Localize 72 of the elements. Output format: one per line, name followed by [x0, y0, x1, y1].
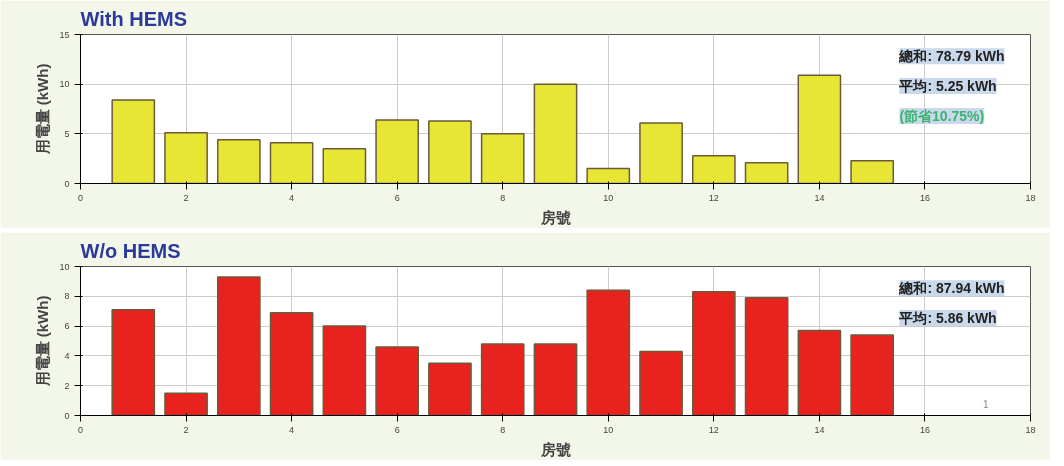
- x-axis-title: 房號: [539, 208, 571, 226]
- bar: [375, 119, 420, 184]
- bar: [111, 308, 156, 416]
- annotation: 1: [983, 399, 989, 411]
- y-tick-label: 10: [59, 79, 70, 90]
- y-tick-label: 10: [59, 261, 70, 272]
- bar: [322, 325, 367, 416]
- y-tick-label: 8: [64, 291, 70, 302]
- x-tick-label: 10: [603, 424, 614, 435]
- x-tick-label: 4: [289, 192, 295, 203]
- x-tick-label: 8: [500, 192, 506, 203]
- y-tick-label: 15: [59, 29, 70, 40]
- x-tick-label: 16: [919, 424, 930, 435]
- y-axis-title: 用電量 (kWh): [34, 63, 52, 156]
- bar: [428, 362, 472, 416]
- annotation: (節省10.75%): [899, 107, 985, 124]
- bar: [797, 329, 842, 416]
- bar: [691, 154, 736, 184]
- x-tick-label: 12: [708, 424, 719, 435]
- y-tick-label: 5: [64, 128, 70, 139]
- y-tick-label: 0: [64, 410, 70, 421]
- bar: [480, 133, 525, 184]
- bar: [586, 167, 631, 184]
- chart-title: With HEMS: [80, 7, 187, 30]
- annotation: 平均: 5.25 kWh: [898, 78, 997, 95]
- y-tick-label: 0: [64, 178, 70, 189]
- bar: [428, 120, 472, 184]
- y-tick-label: 4: [64, 350, 70, 361]
- bar: [480, 343, 525, 416]
- bar: [216, 139, 261, 184]
- bar: [639, 350, 683, 416]
- bar: [269, 311, 314, 416]
- x-tick-label: 4: [289, 424, 295, 435]
- bar: [744, 161, 789, 184]
- x-axis-title: 房號: [539, 440, 571, 458]
- bar: [533, 343, 578, 416]
- x-tick-label: 18: [1025, 424, 1036, 435]
- bar: [269, 142, 314, 184]
- x-tick-label: 8: [500, 424, 506, 435]
- x-tick-label: 0: [78, 192, 84, 203]
- x-tick-label: 6: [394, 424, 400, 435]
- annotation: 總和: 87.94 kWh: [898, 280, 1005, 297]
- y-tick-label: 6: [64, 321, 70, 332]
- bar: [691, 291, 736, 416]
- bar: [586, 289, 631, 416]
- x-tick-label: 16: [919, 192, 930, 203]
- x-tick-label: 2: [183, 192, 189, 203]
- bar: [744, 297, 789, 416]
- bar: [164, 392, 208, 416]
- x-tick-label: 6: [394, 192, 400, 203]
- bar: [639, 122, 683, 184]
- x-tick-label: 18: [1025, 192, 1036, 203]
- bar: [533, 83, 578, 184]
- chart-title: W/o HEMS: [80, 239, 181, 262]
- x-tick-label: 14: [814, 424, 825, 435]
- x-tick-label: 0: [78, 424, 84, 435]
- bar: [164, 132, 208, 184]
- y-axis-title: 用電量 (kWh): [34, 295, 52, 388]
- bar: [375, 346, 420, 416]
- bar: [850, 334, 895, 416]
- x-tick-label: 14: [814, 192, 825, 203]
- y-tick-label: 2: [64, 380, 70, 391]
- bar: [797, 74, 842, 184]
- bar: [322, 147, 367, 184]
- bar: [111, 99, 156, 184]
- bar: [216, 276, 261, 416]
- x-tick-label: 2: [183, 424, 189, 435]
- bar: [850, 159, 895, 184]
- annotation: 平均: 5.86 kWh: [898, 310, 997, 327]
- x-tick-label: 10: [603, 192, 614, 203]
- x-tick-label: 12: [708, 192, 719, 203]
- annotation: 總和: 78.79 kWh: [898, 48, 1005, 65]
